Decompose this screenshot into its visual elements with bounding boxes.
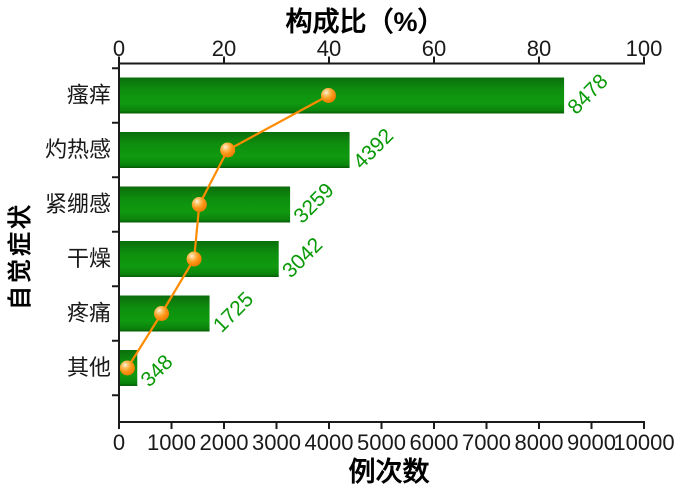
bar-value-label-5: 348 bbox=[137, 350, 178, 391]
bottom-axis-tick-label: 5000 bbox=[357, 430, 406, 455]
percentage-marker-1 bbox=[220, 142, 236, 158]
category-label-0: 瘙痒 bbox=[67, 83, 111, 108]
bar-value-label-0: 8478 bbox=[563, 70, 612, 119]
top-axis-title: 构成比（%） bbox=[285, 7, 444, 37]
bottom-axis-tick-label: 6000 bbox=[410, 430, 459, 455]
bottom-axis-tick-label: 4000 bbox=[305, 430, 354, 455]
bar-value-label-2: 3259 bbox=[289, 179, 338, 228]
top-axis-tick-label: 100 bbox=[626, 36, 663, 61]
bottom-axis-tick-label: 3000 bbox=[252, 430, 301, 455]
percentage-marker-5 bbox=[119, 360, 135, 376]
percentage-line bbox=[126, 94, 329, 369]
top-axis-tick-label: 40 bbox=[317, 36, 341, 61]
bar-value-label-4: 1725 bbox=[209, 288, 258, 337]
category-label-2: 紧绷感 bbox=[45, 192, 111, 217]
percentage-marker-3 bbox=[186, 251, 202, 267]
percentage-marker-4 bbox=[154, 306, 170, 321]
category-label-5: 其他 bbox=[67, 355, 111, 380]
category-label-1: 灼热感 bbox=[45, 137, 111, 162]
bottom-axis-tick-label: 2000 bbox=[200, 430, 249, 455]
bottom-axis-tick-label: 1000 bbox=[147, 430, 196, 455]
bottom-axis-tick-label: 0 bbox=[113, 430, 125, 455]
bar-0 bbox=[119, 77, 565, 114]
percentage-marker-2 bbox=[191, 197, 207, 212]
bottom-axis-tick-label: 10000 bbox=[613, 430, 674, 455]
bar-value-label-1: 4392 bbox=[349, 124, 398, 173]
percentage-marker-0 bbox=[320, 88, 336, 103]
bar-value-label-3: 3042 bbox=[278, 233, 327, 282]
top-axis-tick-label: 60 bbox=[422, 36, 446, 61]
top-axis-tick-label: 20 bbox=[212, 36, 236, 61]
category-label-3: 干燥 bbox=[67, 246, 111, 271]
bottom-axis-tick-label: 9000 bbox=[567, 430, 616, 455]
category-label-4: 疼痛 bbox=[67, 301, 111, 326]
bottom-axis-title: 例次数 bbox=[349, 457, 431, 487]
bottom-axis-tick-label: 8000 bbox=[515, 430, 564, 455]
y-axis-title: 自觉症状 bbox=[6, 202, 34, 310]
bottom-axis-tick-label: 7000 bbox=[462, 430, 511, 455]
top-axis-tick-label: 0 bbox=[113, 36, 125, 61]
top-axis-tick-label: 80 bbox=[527, 36, 551, 61]
